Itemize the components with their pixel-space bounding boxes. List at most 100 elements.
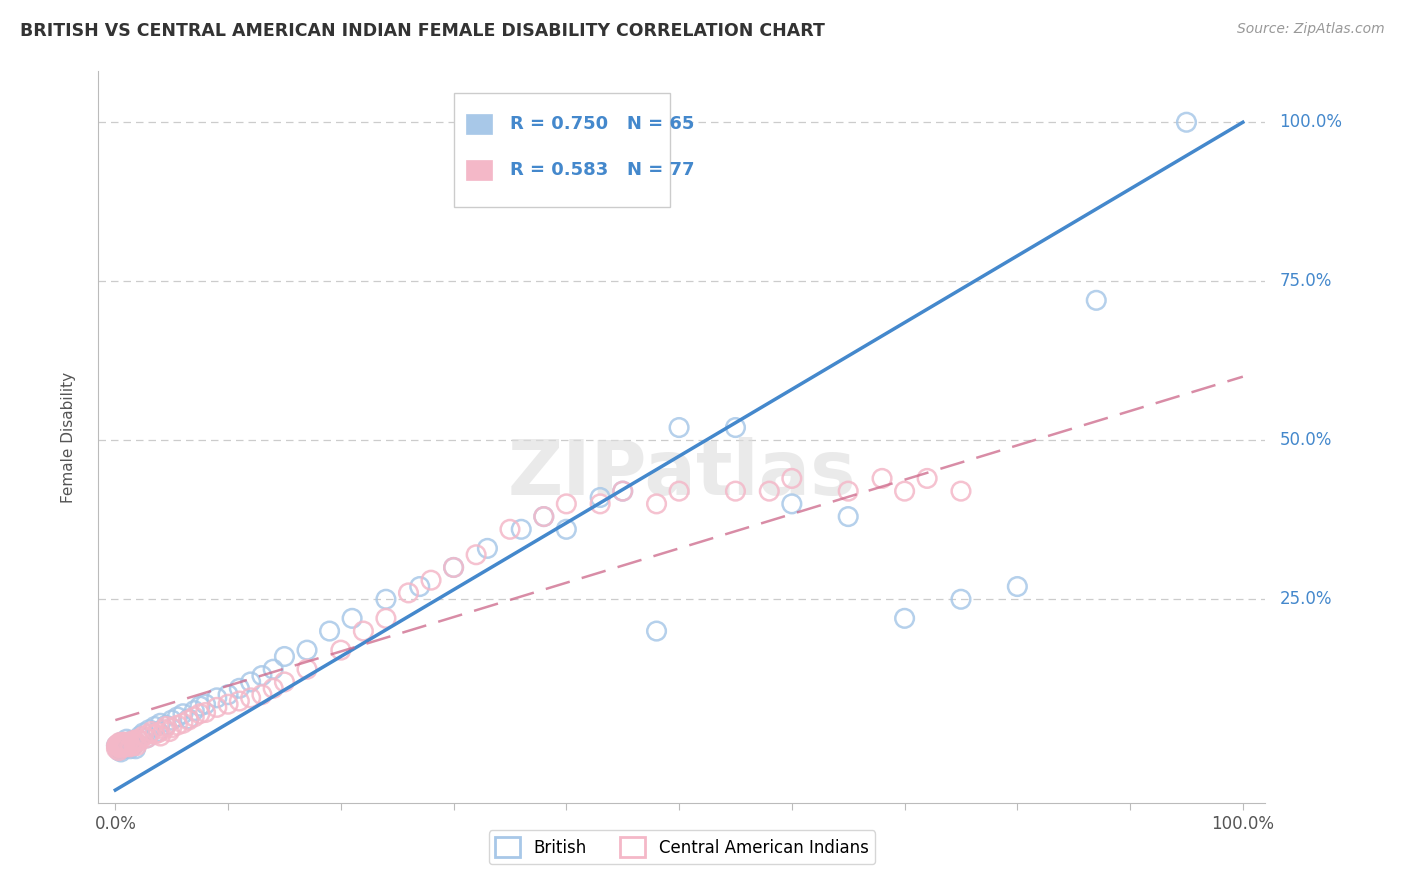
Point: [112, 739, 135, 753]
Point: [409, 580, 432, 594]
Point: [172, 716, 194, 731]
Point: [111, 741, 134, 756]
Point: [172, 706, 194, 721]
Point: [132, 729, 155, 743]
Point: [155, 719, 177, 733]
Point: [127, 732, 149, 747]
Point: [120, 737, 142, 751]
Point: [111, 737, 134, 751]
Point: [177, 712, 200, 726]
Point: [117, 737, 139, 751]
Point: [121, 735, 143, 749]
Point: [250, 668, 273, 682]
Point: [239, 690, 262, 705]
Point: [893, 484, 915, 499]
Point: [153, 723, 176, 737]
Point: [837, 484, 859, 499]
Point: [122, 739, 145, 753]
Point: [148, 724, 170, 739]
Point: [118, 739, 141, 754]
Point: [329, 643, 352, 657]
Point: [374, 611, 396, 625]
Text: 50.0%: 50.0%: [1279, 431, 1331, 450]
Point: [107, 744, 129, 758]
Text: R = 0.750   N = 65: R = 0.750 N = 65: [510, 115, 695, 133]
Point: [118, 735, 141, 749]
Point: [135, 731, 157, 745]
Point: [114, 739, 136, 754]
Point: [138, 727, 160, 741]
Point: [118, 739, 141, 754]
Point: [295, 662, 318, 676]
Point: [668, 484, 690, 499]
Point: [589, 497, 612, 511]
Point: [114, 735, 136, 749]
Point: [122, 733, 145, 747]
Point: [1007, 580, 1029, 594]
Point: [780, 471, 803, 485]
Point: [758, 484, 780, 499]
Point: [555, 497, 578, 511]
Point: [138, 723, 160, 737]
Point: [108, 739, 131, 754]
Point: [112, 739, 135, 754]
Point: [177, 713, 200, 727]
Point: [129, 733, 152, 747]
Point: [124, 737, 146, 751]
Point: [124, 741, 146, 756]
Point: [110, 745, 132, 759]
Point: [217, 688, 239, 702]
Point: [533, 509, 555, 524]
Point: [443, 560, 465, 574]
Point: [107, 739, 129, 754]
Point: [352, 624, 374, 638]
Point: [108, 737, 131, 751]
Point: [612, 484, 634, 499]
Point: [111, 739, 134, 754]
Point: [107, 739, 129, 754]
Point: [273, 649, 295, 664]
Point: [115, 732, 138, 747]
Point: [121, 733, 143, 747]
Point: [110, 737, 132, 751]
Point: [143, 719, 166, 733]
Text: BRITISH VS CENTRAL AMERICAN INDIAN FEMALE DISABILITY CORRELATION CHART: BRITISH VS CENTRAL AMERICAN INDIAN FEMAL…: [20, 22, 824, 40]
Point: [645, 624, 668, 638]
Point: [166, 718, 188, 732]
Point: [108, 739, 131, 753]
Point: [141, 724, 163, 739]
Point: [166, 710, 188, 724]
Point: [118, 741, 141, 756]
Point: [1175, 115, 1198, 129]
Point: [893, 611, 915, 625]
Text: 25.0%: 25.0%: [1279, 591, 1331, 608]
Point: [612, 484, 634, 499]
Point: [318, 624, 340, 638]
Point: [295, 643, 318, 657]
Point: [780, 497, 803, 511]
Point: [112, 735, 135, 749]
Point: [510, 522, 533, 536]
Point: [107, 744, 129, 758]
Y-axis label: Female Disability: Female Disability: [60, 371, 76, 503]
Point: [132, 726, 155, 740]
Point: [533, 509, 555, 524]
Point: [340, 611, 363, 625]
Point: [273, 675, 295, 690]
Point: [120, 739, 142, 753]
Point: [160, 713, 183, 727]
Point: [262, 662, 284, 676]
Point: [149, 716, 172, 731]
Point: [188, 699, 211, 714]
Point: [129, 729, 152, 743]
Point: [262, 681, 284, 696]
Point: [228, 694, 250, 708]
Point: [105, 741, 128, 756]
Point: [155, 718, 177, 732]
Point: [239, 675, 262, 690]
FancyBboxPatch shape: [465, 114, 492, 135]
Point: [837, 509, 859, 524]
Point: [194, 706, 217, 720]
Point: [105, 739, 128, 753]
Point: [217, 697, 239, 711]
